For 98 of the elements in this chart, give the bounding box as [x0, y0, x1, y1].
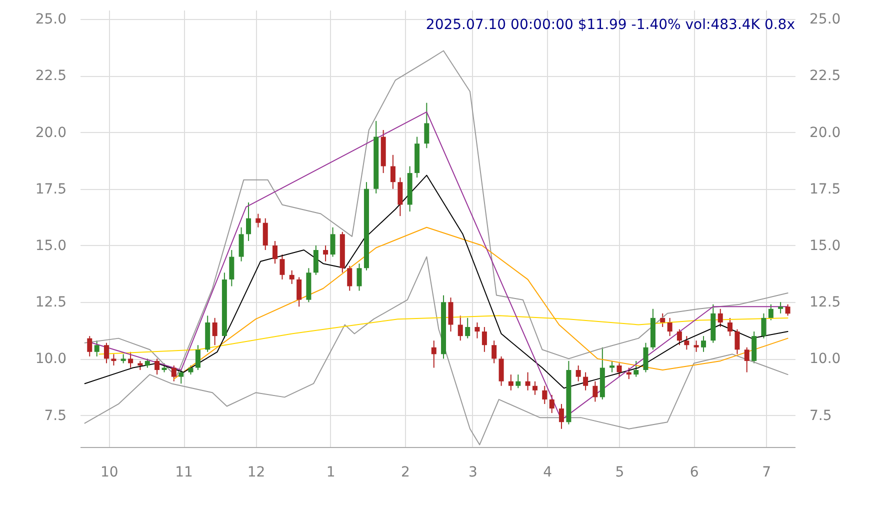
candlestick	[643, 342, 648, 373]
candlestick	[694, 340, 699, 352]
candlestick	[660, 312, 666, 328]
candlestick	[785, 304, 790, 316]
x-tick-label: 6	[690, 464, 699, 480]
y2-tick-label: 15.0	[810, 238, 841, 254]
candlestick	[347, 265, 352, 292]
line-series	[84, 50, 788, 378]
candlestick	[549, 394, 554, 414]
x-tick-label: 12	[247, 464, 266, 480]
candlestick	[458, 315, 463, 342]
candlestick	[87, 336, 92, 357]
x-tick-label: 1	[326, 464, 336, 480]
y2-tick-label: 12.5	[810, 294, 841, 311]
line-series	[84, 174, 788, 389]
y-tick-label: 15.0	[35, 238, 66, 254]
candlestick	[138, 360, 143, 371]
candlestick	[592, 380, 598, 402]
candlestick	[195, 344, 200, 371]
candlestick	[256, 213, 261, 228]
x-tick-label: 5	[615, 464, 624, 480]
candlestick	[474, 322, 480, 339]
candlestick	[238, 226, 244, 262]
candlestick	[398, 177, 403, 217]
candlestick	[778, 302, 784, 314]
candlestick	[728, 317, 732, 337]
x-tick-label: 4	[543, 464, 552, 480]
x-tick-label: 7	[762, 464, 772, 480]
candlestick	[734, 328, 740, 355]
candlestick	[178, 370, 184, 384]
candlestick	[390, 154, 396, 190]
candlestick	[171, 364, 176, 382]
y2-tick-label: 25.0	[810, 12, 841, 28]
candlestick	[424, 102, 430, 149]
candlestick	[516, 374, 521, 389]
x-tick-label: 10	[100, 464, 118, 480]
line-series	[173, 226, 788, 380]
y-tick-label: 20.0	[35, 124, 66, 141]
candlestick	[94, 340, 100, 357]
candlestick	[634, 360, 639, 378]
candlestick	[744, 346, 750, 373]
candlestick	[676, 328, 682, 346]
candlestick	[616, 362, 622, 378]
candlestick	[718, 308, 723, 328]
x-tick-label: 3	[468, 464, 478, 480]
candlestick	[761, 312, 766, 339]
candlestick	[330, 226, 336, 258]
y-tick-label: 10.0	[35, 351, 66, 368]
y-tick-label: 12.5	[35, 294, 66, 311]
candlestick	[542, 385, 548, 404]
candlestick	[144, 358, 150, 368]
candlestick	[296, 276, 302, 308]
candlestick	[583, 372, 588, 391]
y-tick-label: 22.5	[35, 68, 66, 84]
candlestick	[431, 340, 436, 368]
candlestick	[448, 297, 454, 332]
y2-tick-label: 17.5	[810, 181, 841, 198]
candlestick	[280, 254, 285, 280]
candlestick	[482, 326, 487, 352]
candlestick	[212, 317, 218, 346]
candlestick	[558, 403, 564, 430]
y-tick-label: 25.0	[35, 12, 66, 28]
candlestick	[498, 356, 504, 386]
y2-tick-label: 20.0	[810, 124, 841, 141]
candlestick	[525, 372, 530, 391]
y-tick-label: 7.5	[44, 408, 66, 424]
x-tick-label: 2	[401, 464, 410, 480]
candlestick	[262, 218, 268, 251]
candlestick	[289, 270, 294, 284]
candlestick	[154, 358, 160, 376]
line-series	[84, 256, 788, 446]
candlestick	[576, 364, 581, 382]
y2-tick-label: 7.5	[810, 408, 832, 424]
candlestick	[465, 317, 470, 339]
candlestick	[229, 250, 234, 287]
y-tick-label: 17.5	[35, 181, 66, 198]
candlestick	[246, 202, 252, 242]
candlestick	[701, 336, 706, 352]
candlestick	[111, 354, 116, 366]
text: 2025.07.10 00:00:00 $11.99 -1.40% vol:483.4K 0.8x	[426, 17, 795, 33]
candlestick	[104, 342, 109, 364]
candlestick	[768, 304, 774, 321]
candlestick	[508, 374, 514, 391]
x-tick-label: 11	[175, 464, 193, 480]
candlestick	[610, 360, 615, 373]
candlestick	[120, 354, 126, 364]
candlestick	[188, 364, 194, 376]
y2-tick-label: 22.5	[810, 68, 841, 84]
candlestick	[667, 317, 672, 337]
y2-tick-label: 10.0	[810, 351, 841, 368]
candlestick	[492, 340, 497, 364]
candlestick	[684, 336, 690, 350]
candlestick	[272, 240, 278, 264]
candlestick	[128, 351, 134, 368]
candlestick	[356, 263, 362, 292]
candlestick	[313, 244, 318, 276]
candlestick	[532, 380, 538, 396]
candlestick	[323, 244, 328, 262]
